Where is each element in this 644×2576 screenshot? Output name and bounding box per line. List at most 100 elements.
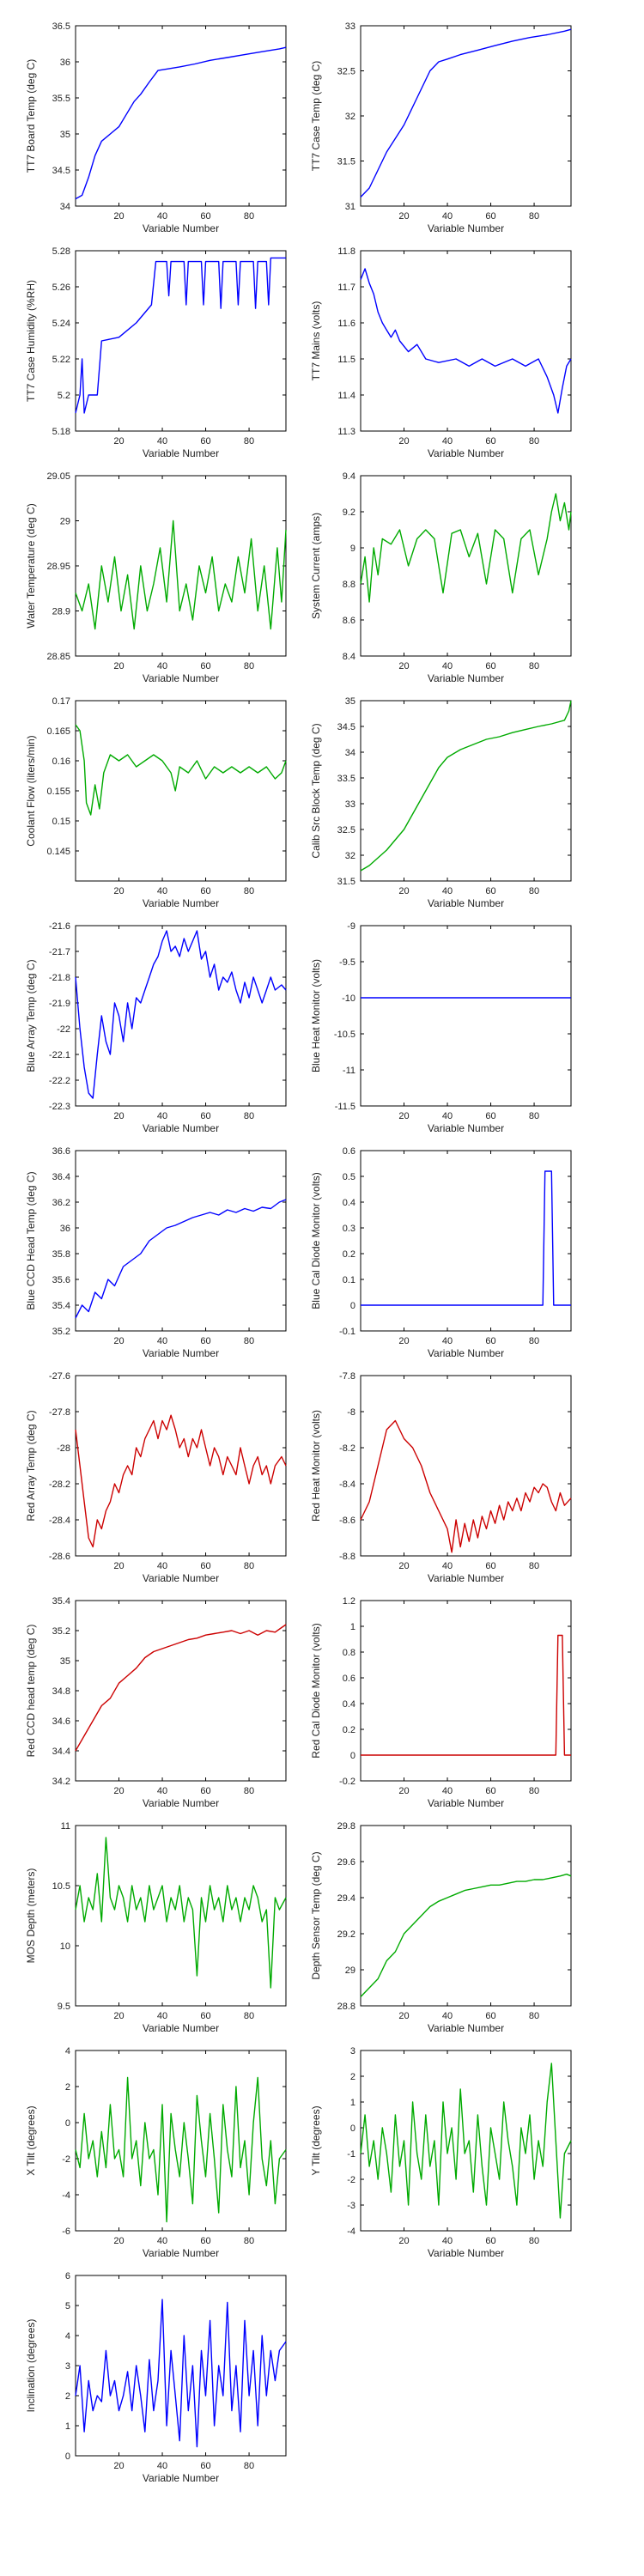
- x-tick-label: 40: [157, 1336, 167, 1346]
- series-line: [360, 1873, 572, 1997]
- y-axis-label: Coolant Flow (liters/min): [25, 735, 37, 846]
- y-tick-label: 11.4: [337, 391, 355, 401]
- y-tick-label: 31.5: [337, 157, 355, 167]
- x-tick-label: 60: [200, 661, 210, 671]
- x-tick-label: 60: [200, 886, 210, 896]
- y-tick-label: 0.2: [343, 1249, 355, 1260]
- plot-frame: [360, 925, 572, 1107]
- y-tick-label: 2: [350, 2072, 355, 2082]
- x-tick-label: 40: [157, 661, 167, 671]
- y-tick-label: 32: [345, 112, 355, 122]
- y-tick-label: -11: [343, 1066, 355, 1076]
- y-tick-label: 11.7: [337, 283, 355, 293]
- y-tick-label: 34: [345, 748, 355, 758]
- x-tick-label: 60: [200, 1336, 210, 1346]
- y-axis-label: MOS Depth (meters): [25, 1868, 37, 1964]
- y-tick-label: 0.6: [343, 1674, 355, 1684]
- x-tick-label: 80: [529, 436, 539, 447]
- plot-frame: [75, 250, 287, 432]
- chart-1: 34 34.5 35 35.5 36 36.5 20 40 60 80 Variable Numbe…: [25, 21, 287, 234]
- x-tick-label: 20: [113, 1336, 124, 1346]
- plot-frame: [360, 1150, 572, 1332]
- y-tick-label: 29: [60, 517, 70, 527]
- x-tick-label: 20: [113, 1111, 124, 1121]
- y-tick-label: 0: [65, 2451, 70, 2462]
- y-tick-label: 5.28: [52, 246, 70, 257]
- plot-frame: [75, 700, 287, 882]
- y-tick-label: 32.5: [337, 825, 355, 835]
- y-axis-label: Red Cal Diode Monitor (volts): [310, 1623, 322, 1758]
- x-tick-label: 60: [200, 1561, 210, 1571]
- x-tick-label: 20: [113, 2461, 124, 2471]
- x-tick-label: 20: [398, 2011, 409, 2021]
- plot-frame: [360, 1825, 572, 2007]
- x-tick-label: 80: [529, 1561, 539, 1571]
- y-axis-label: TT7 Case Temp (deg C): [310, 61, 322, 172]
- y-axis-label: Y Tilt (degrees): [310, 2105, 322, 2175]
- y-tick-label: -21.6: [49, 921, 70, 932]
- x-tick-label: 80: [244, 2011, 254, 2021]
- y-tick-label: 8.8: [343, 580, 355, 590]
- series-line: [360, 1419, 572, 1553]
- x-tick-label: 60: [200, 2236, 210, 2246]
- plot-frame: [75, 1150, 287, 1332]
- x-tick-label: 40: [157, 1786, 167, 1796]
- y-tick-label: 0: [65, 2118, 70, 2129]
- y-tick-label: -22: [57, 1024, 70, 1035]
- series-line: [360, 268, 572, 414]
- y-tick-label: 29.6: [337, 1857, 355, 1868]
- y-axis-label: TT7 Board Temp (deg C): [25, 59, 37, 173]
- x-tick-label: 20: [398, 661, 409, 671]
- y-tick-label: -27.8: [49, 1407, 70, 1418]
- x-tick-label: 60: [485, 2236, 495, 2246]
- x-tick-label: 20: [398, 1336, 409, 1346]
- plot-frame: [360, 2050, 572, 2232]
- y-tick-label: 34.5: [52, 166, 70, 176]
- y-tick-label: 36.2: [52, 1198, 70, 1208]
- y-tick-label: -28: [57, 1443, 70, 1454]
- plot-frame: [360, 1600, 572, 1782]
- chart-15: 34.2 34.4 34.6 34.8 35 35.2 35.4 20 40 60 80 Variab…: [25, 1596, 287, 1809]
- y-tick-label: 1: [350, 2098, 355, 2108]
- x-axis-label: Variable Number: [143, 2472, 219, 2484]
- x-axis-label: Variable Number: [428, 2247, 504, 2259]
- x-tick-label: 20: [113, 2011, 124, 2021]
- plot-frame: [75, 1600, 287, 1782]
- y-tick-label: 35.8: [52, 1249, 70, 1260]
- x-tick-label: 80: [244, 1786, 254, 1796]
- series-line: [75, 257, 286, 414]
- x-tick-label: 60: [485, 886, 495, 896]
- y-tick-label: 34.6: [52, 1716, 70, 1727]
- x-tick-label: 80: [529, 2011, 539, 2021]
- y-tick-label: -22.3: [49, 1102, 70, 1112]
- y-tick-label: 1: [65, 2421, 70, 2432]
- series-line: [360, 28, 572, 197]
- x-tick-label: 40: [442, 2236, 453, 2246]
- y-tick-label: -27.6: [49, 1371, 70, 1382]
- y-axis-label: Water Temperature (deg C): [25, 503, 37, 628]
- y-tick-label: 28.9: [52, 607, 70, 617]
- y-tick-label: 11.6: [337, 319, 355, 329]
- plot-frame: [75, 475, 287, 657]
- x-tick-label: 80: [529, 1786, 539, 1796]
- y-tick-label: 10: [60, 1941, 70, 1952]
- y-tick-label: 11.5: [337, 355, 355, 365]
- y-tick-label: 2: [65, 2391, 70, 2402]
- chart-8: 31.5 32 32.5 33 33.5 34 34.5 35 20 40 60 80 Variable…: [310, 696, 572, 909]
- y-tick-label: 0.1: [343, 1275, 355, 1285]
- x-tick-label: 60: [485, 211, 495, 222]
- x-tick-label: 60: [485, 2011, 495, 2021]
- y-tick-label: 10.5: [52, 1881, 70, 1892]
- chart-5: 28.85 28.9 28.95 29 29.05 20 40 60 80 Variable Nu…: [25, 471, 287, 684]
- y-tick-label: -8.2: [339, 1443, 355, 1454]
- plot-frame: [75, 1375, 287, 1557]
- y-tick-label: 34.8: [52, 1686, 70, 1697]
- chart-21: 0 1 2 3 4 5 6 20 40 60 80 Variable Number Inclinatio…: [25, 2271, 287, 2484]
- y-axis-label: TT7 Mains (volts): [310, 301, 322, 381]
- x-tick-label: 20: [113, 661, 124, 671]
- y-tick-label: 0.4: [343, 1198, 355, 1208]
- x-axis-label: Variable Number: [143, 1122, 219, 1134]
- y-tick-label: 33.5: [337, 774, 355, 784]
- x-tick-label: 40: [157, 2011, 167, 2021]
- x-tick-label: 60: [485, 1561, 495, 1571]
